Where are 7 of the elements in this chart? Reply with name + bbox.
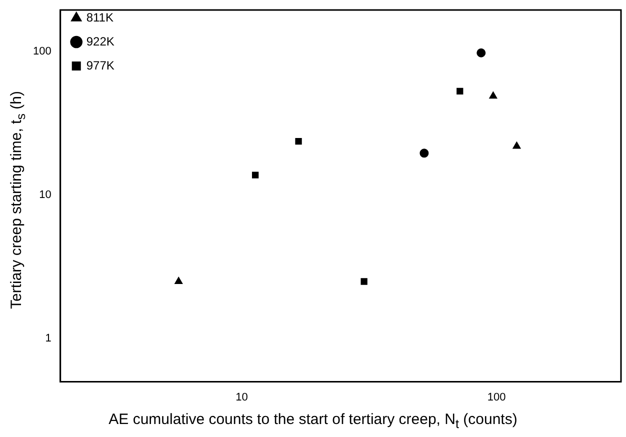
legend-label: 922K [86,34,114,48]
x-axis-title: AE cumulative counts to the start of tertiary creep, N$_{t}$ (counts) [108,411,518,431]
y-tick-label: 1 [45,332,52,345]
legend-label: 811K [86,10,114,24]
legend-label: 977K [86,58,114,72]
y-tick-label: 10 [39,189,52,202]
y-tick-label: 100 [32,46,52,58]
